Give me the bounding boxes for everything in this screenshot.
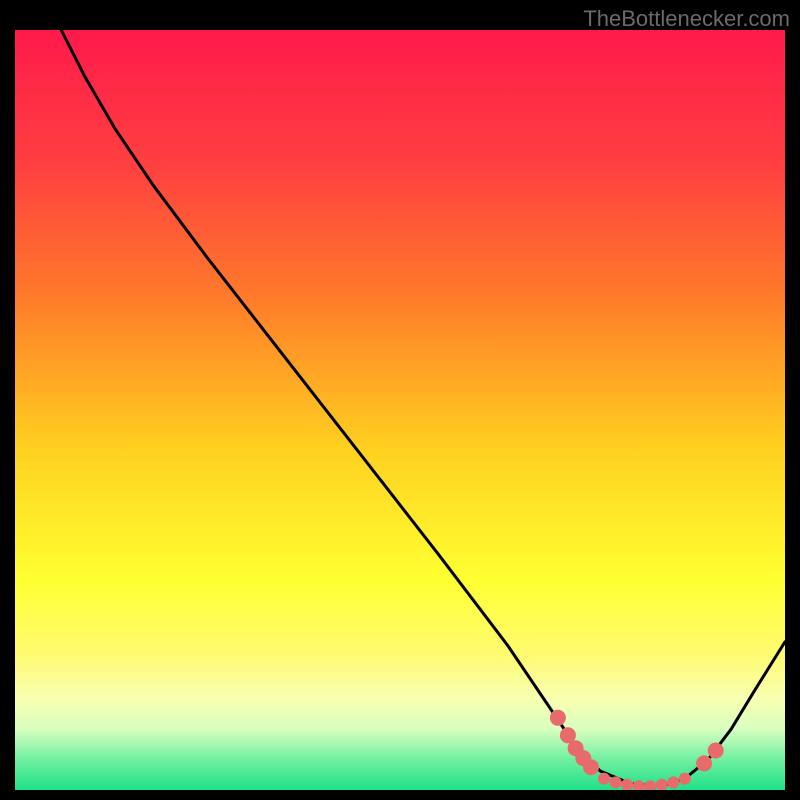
curve-marker — [610, 776, 622, 788]
curve-overlay — [15, 30, 785, 790]
curve-marker — [679, 773, 691, 785]
curve-marker — [708, 743, 724, 759]
curve-markers — [550, 710, 724, 790]
curve-marker — [696, 755, 712, 771]
bottleneck-curve — [61, 30, 785, 786]
curve-marker — [667, 776, 679, 788]
curve-marker — [633, 780, 645, 790]
watermark-text: TheBottlenecker.com — [583, 6, 790, 32]
curve-marker — [583, 759, 599, 775]
curve-marker — [598, 773, 610, 785]
curve-marker — [644, 780, 656, 790]
curve-marker — [656, 779, 668, 790]
plot-area — [15, 30, 785, 790]
curve-marker — [550, 710, 566, 726]
